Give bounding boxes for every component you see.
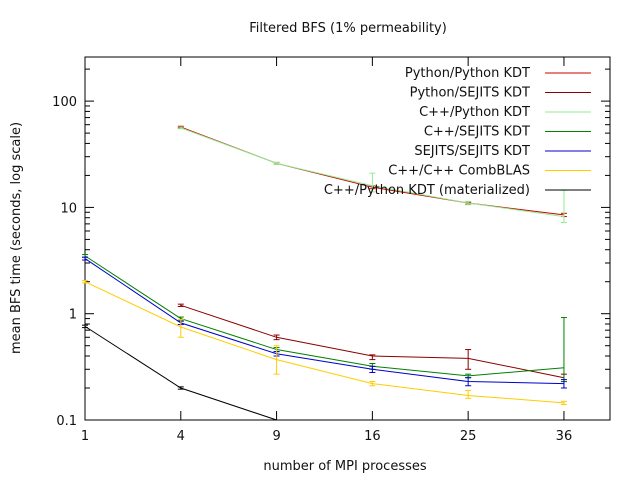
y-tick-label: 10 (60, 201, 77, 216)
legend-label: Python/Python KDT (405, 66, 530, 81)
series-group (82, 280, 567, 405)
series-group (82, 254, 567, 383)
x-tick-label: 1 (81, 429, 89, 444)
legend-label: C++/C++ CombBLAS (388, 164, 530, 179)
y-tick-label: 0.1 (56, 414, 77, 429)
legend-label: C++/SEJITS KDT (424, 125, 530, 140)
series-group (177, 126, 567, 224)
x-tick-label: 36 (556, 429, 573, 444)
series-group (177, 303, 567, 383)
x-tick-label: 25 (460, 429, 477, 444)
series-group (82, 324, 277, 421)
chart-title: Filtered BFS (1% permeability) (249, 21, 447, 36)
plot-frame (84, 56, 611, 421)
legend-label: C++/Python KDT (419, 105, 530, 120)
x-axis-label: number of MPI processes (263, 459, 427, 474)
y-tick-label: 1 (69, 308, 77, 323)
series-layer (82, 125, 567, 421)
series-group (82, 256, 567, 389)
legend: Python/Python KDT Python/SEJITS KDT C++/Py… (324, 66, 591, 198)
series-line (84, 281, 564, 404)
x-axis: 1 4 9 16 25 36 (81, 57, 572, 444)
y-axis-label: mean BFS time (seconds, log scale) (9, 122, 24, 354)
x-tick-label: 9 (272, 429, 280, 444)
legend-label: SEJITS/SEJITS KDT (414, 144, 530, 159)
y-axis: 0.1 1 10 100 (52, 68, 610, 429)
legend-label: C++/Python KDT (materialized) (324, 183, 530, 198)
x-tick-label: 16 (364, 429, 381, 444)
series-line (84, 258, 564, 385)
x-tick-label: 4 (177, 429, 185, 444)
y-tick-label: 100 (52, 95, 77, 110)
series-line (84, 255, 564, 377)
legend-label: Python/SEJITS KDT (410, 86, 530, 101)
